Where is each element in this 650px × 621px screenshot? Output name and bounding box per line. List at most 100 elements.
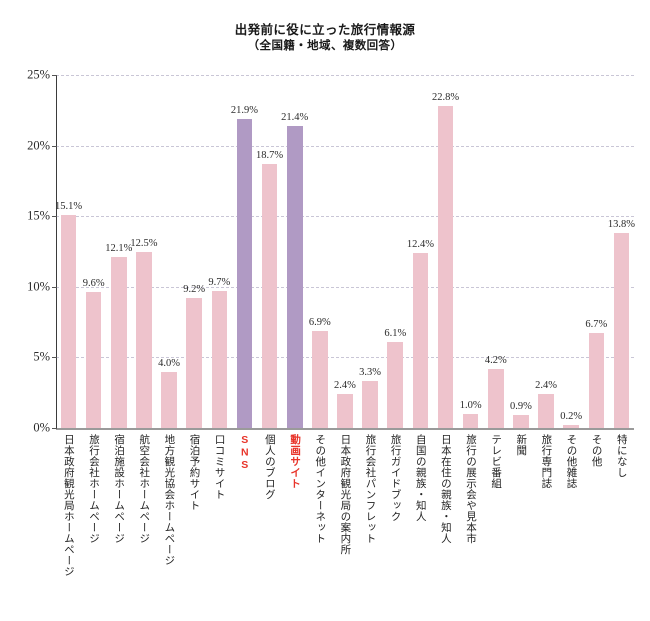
gridline — [56, 75, 634, 76]
bar-group[interactable]: 12.4% — [407, 75, 434, 428]
bar-value-label: 21.9% — [230, 104, 259, 116]
y-axis-tick-label: 0% — [33, 420, 50, 435]
x-axis-category-label: SNS — [238, 434, 251, 472]
bar[interactable] — [437, 106, 454, 428]
x-axis-category-label: 旅行ガイドブック — [389, 434, 402, 522]
bar[interactable] — [412, 252, 429, 428]
bar-group[interactable]: 4.0% — [158, 75, 180, 428]
y-axis-tick-label: 5% — [33, 349, 50, 364]
bar-group[interactable]: 22.8% — [432, 75, 459, 428]
bar-value-label: 6.1% — [384, 327, 407, 339]
x-axis-category-label: 宿泊予約サイト — [188, 434, 201, 511]
gridline — [56, 145, 634, 147]
bar[interactable] — [186, 298, 202, 428]
bar-value-label: 9.7% — [208, 277, 231, 289]
bar-group[interactable]: 0.9% — [509, 75, 532, 428]
x-axis-category-label: 新聞 — [515, 434, 528, 456]
bar-value-label: 6.9% — [308, 316, 331, 328]
x-axis-category-label: 動画サイト — [289, 434, 302, 489]
bar[interactable] — [563, 425, 579, 428]
bar-group[interactable]: 6.1% — [384, 75, 407, 428]
bar-group[interactable]: 4.2% — [484, 75, 507, 428]
bar-value-label: 6.7% — [585, 319, 608, 331]
bar-group[interactable]: 12.5% — [130, 75, 158, 428]
bar[interactable] — [538, 394, 554, 428]
bar-value-label: 2.4% — [334, 380, 356, 392]
y-axis-tick-label: 15% — [27, 208, 50, 223]
x-axis-category-label: 日本政府観光局ホームページ — [62, 434, 75, 577]
bar-group[interactable]: 1.0% — [459, 75, 482, 428]
bar[interactable] — [236, 118, 253, 428]
bar[interactable] — [261, 163, 278, 428]
x-axis-category-label: その他インターネット — [314, 434, 327, 544]
bar[interactable] — [85, 292, 102, 428]
x-axis-category-label: 特になし — [615, 434, 628, 478]
bar-group[interactable]: 21.9% — [231, 75, 258, 428]
bar-value-label: 9.6% — [82, 278, 105, 290]
bar-group[interactable]: 13.8% — [608, 75, 635, 428]
x-axis-category-label: 旅行会社パンフレット — [364, 434, 377, 544]
bar-group[interactable]: 9.6% — [82, 75, 105, 428]
bar-value-label: 1.0% — [459, 399, 482, 411]
bar-value-label: 21.4% — [281, 111, 309, 123]
bar-group[interactable]: 18.7% — [256, 75, 283, 428]
x-axis-labels: 日本政府観光局ホームページ 旅行会社ホームページ 宿泊施設ホームページ 航空会社ホーム… — [56, 434, 634, 614]
x-axis-category-label: テレビ番組 — [490, 434, 503, 489]
y-axis-line — [56, 75, 57, 429]
bar-group[interactable]: 3.3% — [359, 75, 382, 428]
x-axis-category-label: 旅行専門誌 — [540, 434, 553, 489]
x-axis-category-label: 旅行の展示会や見本市 — [464, 434, 477, 544]
x-axis-category-label: 個人のブログ — [263, 434, 276, 500]
bar[interactable] — [588, 333, 605, 428]
bar-group[interactable]: 2.4% — [334, 75, 356, 428]
bar-value-label: 15.1% — [54, 200, 83, 212]
x-axis-line — [56, 428, 634, 430]
gridline — [56, 286, 634, 288]
bar-group[interactable]: 21.4% — [281, 75, 308, 428]
bar[interactable] — [211, 291, 228, 428]
chart-title: 出発前に役に立った旅行情報源 — [234, 23, 416, 37]
chart-subtitle: （全国籍・地域、複数回答） — [247, 39, 403, 52]
bar-value-label: 13.8% — [607, 219, 635, 231]
bar[interactable] — [286, 125, 303, 428]
bar-group[interactable]: 15.1% — [55, 75, 82, 428]
bar[interactable] — [337, 394, 353, 428]
bar[interactable] — [387, 341, 404, 428]
bar-value-label: 2.4% — [535, 380, 557, 392]
y-axis-tick-label: 10% — [27, 279, 50, 294]
bar[interactable] — [111, 257, 127, 428]
x-axis-category-label: 日本在住の親族・知人 — [439, 434, 452, 544]
bar-group[interactable]: 2.4% — [535, 75, 557, 428]
x-axis-category-label: その他 — [590, 434, 603, 467]
chart-title-block: 出発前に役に立った旅行情報源 （全国籍・地域、複数回答） — [0, 22, 650, 54]
bar-value-label: 0.9% — [509, 401, 532, 413]
bar[interactable] — [513, 415, 529, 428]
bar[interactable] — [312, 330, 328, 428]
bar[interactable] — [462, 413, 479, 428]
bar-value-label: 12.4% — [406, 238, 434, 250]
bar-group[interactable]: 0.2% — [560, 75, 583, 428]
bar-group[interactable]: 9.2% — [183, 75, 206, 428]
bar[interactable] — [161, 371, 177, 428]
x-axis-category-label: 地方観光協会ホームページ — [163, 434, 176, 566]
bar[interactable] — [60, 214, 77, 428]
bar-value-label: 0.2% — [560, 411, 583, 423]
bar[interactable] — [487, 368, 504, 428]
bar[interactable] — [136, 251, 152, 428]
x-axis-category-label: 航空会社ホームページ — [138, 434, 151, 544]
bar-group[interactable]: 6.7% — [585, 75, 607, 428]
bar-group[interactable]: 6.9% — [308, 75, 331, 428]
bar[interactable] — [613, 233, 630, 428]
gridlines — [56, 75, 634, 428]
bar-value-label: 12.5% — [130, 237, 158, 249]
gridline — [56, 357, 634, 359]
bar-group[interactable]: 9.7% — [208, 75, 230, 428]
bar-value-label: 4.2% — [484, 354, 507, 366]
bar-value-label: 9.2% — [183, 284, 206, 296]
bar-group[interactable]: 12.1% — [105, 75, 132, 428]
bars-layer: 15.1% 9.6% 12.1% 12.5% 4.0% 9.2% 9.7% 21.9% 18.7… — [55, 75, 635, 428]
bar[interactable] — [362, 381, 378, 428]
bar-value-label: 3.3% — [359, 367, 382, 379]
y-axis-tick-label: 20% — [27, 138, 50, 153]
